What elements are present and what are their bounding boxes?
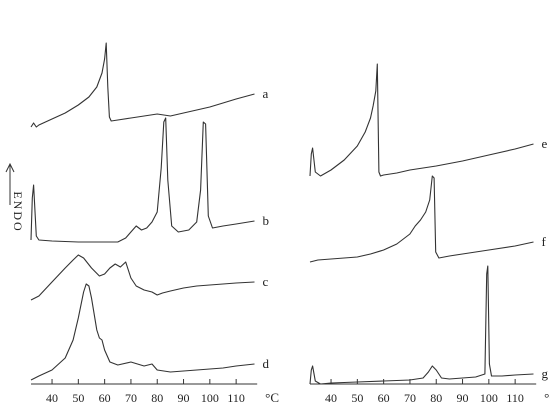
x-tick-label: 100 (480, 391, 498, 405)
curve-g (309, 265, 534, 385)
x-tick-label: 110 (227, 391, 245, 405)
x-tick-label: 40 (325, 391, 337, 405)
curve-e (309, 63, 534, 177)
x-tick-label: 90 (457, 391, 469, 405)
left-panel: 40 50 60 70 80 90 100 110 °C a b c d ENDO (5, 42, 279, 405)
x-tick-label: 70 (404, 391, 416, 405)
curve-a (30, 42, 255, 128)
endo-arrow-icon (5, 162, 15, 205)
curve-c (30, 254, 255, 301)
x-tick-label: 70 (125, 391, 137, 405)
curve-d (30, 283, 255, 381)
x-tick-label: 50 (72, 391, 84, 405)
right-panel: 40 50 60 70 80 90 100 110 °C e f g (309, 63, 550, 405)
curve-label-g: g (542, 366, 549, 381)
curve-label-f: f (542, 234, 547, 249)
y-axis-label: ENDO (11, 191, 25, 232)
curve-label-a: a (263, 86, 269, 101)
x-unit-label: °C (265, 390, 279, 405)
x-tick-label: 40 (46, 391, 58, 405)
curve-label-d: d (263, 356, 270, 371)
curve-label-b: b (263, 213, 270, 228)
curve-f (309, 175, 534, 263)
curve-label-e: e (542, 136, 548, 151)
x-tick-label: 90 (178, 391, 190, 405)
curve-label-c: c (263, 274, 269, 289)
x-tick-label: 110 (506, 391, 524, 405)
x-tick-label: 100 (201, 391, 219, 405)
x-tick-label: 60 (99, 391, 111, 405)
x-tick-label: 60 (378, 391, 390, 405)
x-tick-label: 80 (151, 391, 163, 405)
x-tick-label: 80 (430, 391, 442, 405)
x-tick-label: 50 (351, 391, 363, 405)
curve-b (30, 117, 255, 243)
x-unit-label: °C (544, 390, 550, 405)
